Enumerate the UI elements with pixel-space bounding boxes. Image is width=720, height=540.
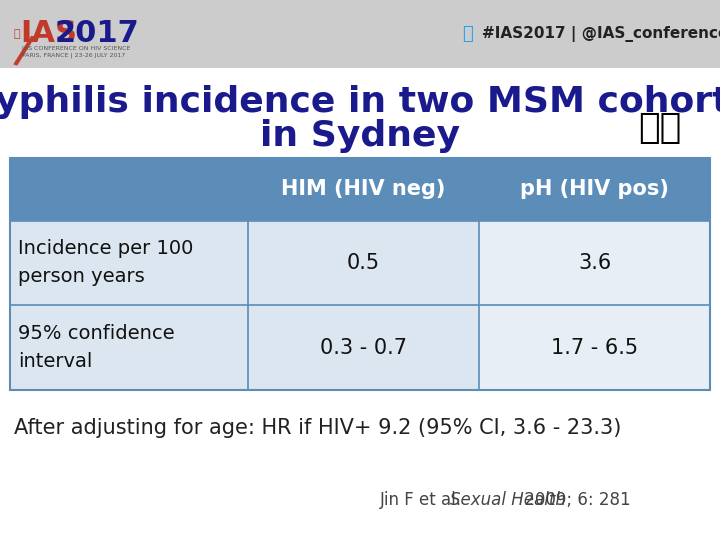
Text: #IAS2017 | @IAS_conference: #IAS2017 | @IAS_conference [482,26,720,42]
Text: 0.5: 0.5 [347,253,380,273]
Bar [479,158,710,221]
Bar [248,221,479,305]
Text: 95% confidence
interval: 95% confidence interval [18,324,175,371]
Text: Syphilis incidence in two MSM cohorts: Syphilis incidence in two MSM cohorts [0,85,720,119]
Text: in Sydney: in Sydney [260,119,460,153]
Text: Jin F et al.: Jin F et al. [380,491,467,509]
Text: pH (HIV pos): pH (HIV pos) [520,179,669,199]
Text: 0.3 - 0.7: 0.3 - 0.7 [320,338,407,357]
Bar [248,158,479,221]
Text: HIM (HIV neg): HIM (HIV neg) [282,179,446,199]
Bar [248,305,479,390]
Bar [10,221,248,305]
Bar [10,158,248,221]
Text: Incidence per 100
person years: Incidence per 100 person years [18,239,194,287]
Text: ⛩: ⛩ [14,29,21,39]
Text: After adjusting for age: HR if HIV+ 9.2 (95% CI, 3.6 - 23.3): After adjusting for age: HR if HIV+ 9.2 … [14,418,621,438]
Text: 2009; 6: 281: 2009; 6: 281 [519,491,631,509]
Text: /: / [12,32,35,72]
Bar [0,0,720,68]
Text: IAS: IAS [20,19,77,49]
Bar [479,221,710,305]
Text: IAS CONFERENCE ON HIV SCIENCE
PARIS, FRANCE | 23-26 JULY 2017: IAS CONFERENCE ON HIV SCIENCE PARIS, FRA… [22,46,130,58]
Text: 🇦🇺: 🇦🇺 [639,111,682,145]
Text: Sexual Health: Sexual Health [449,491,565,509]
Text: 3.6: 3.6 [578,253,611,273]
Text: 🐦: 🐦 [462,25,473,43]
Text: 1.7 - 6.5: 1.7 - 6.5 [551,338,638,357]
Bar [479,305,710,390]
Text: 2017: 2017 [55,19,140,49]
Bar [10,305,248,390]
Bar [10,158,710,390]
